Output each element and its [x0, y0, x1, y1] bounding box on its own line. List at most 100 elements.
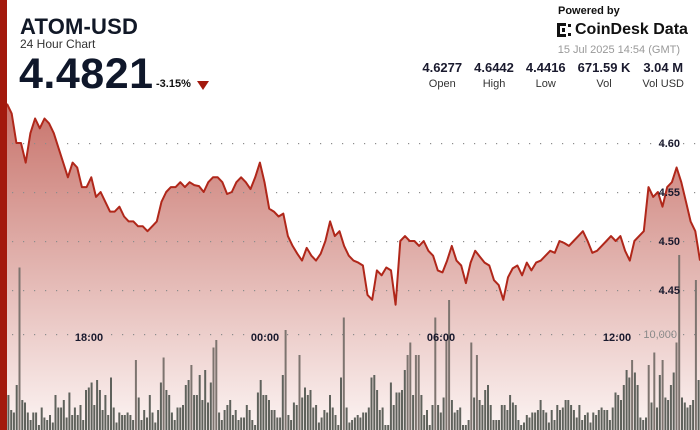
stat-label: Open	[428, 78, 456, 90]
volume-bar	[498, 420, 500, 430]
volume-bar	[542, 410, 545, 430]
volume-bar	[98, 390, 101, 430]
y-tick-label: 4.50	[659, 236, 680, 248]
volume-bar	[337, 425, 340, 430]
volume-bar	[259, 380, 262, 430]
volume-bar	[525, 415, 528, 430]
volume-bar	[592, 412, 595, 430]
volume-bar	[168, 395, 171, 430]
volume-bar	[21, 400, 24, 430]
stats-bar: 4.6277 Open 4.6442 High 4.4416 Low 671.5…	[416, 60, 690, 90]
volume-bar	[165, 390, 168, 430]
volume-bar	[226, 405, 229, 430]
volume-bar	[559, 410, 561, 430]
volume-bar	[218, 412, 221, 430]
volume-bar	[381, 407, 384, 430]
volume-bar	[647, 365, 650, 430]
stat-label: Vol USD	[642, 78, 684, 90]
volume-bar	[143, 410, 146, 430]
volume-bar	[193, 395, 196, 430]
volume-bar	[520, 425, 523, 430]
volume-bar	[268, 400, 270, 430]
coindesk-logo-icon	[557, 23, 571, 37]
volume-bar	[237, 420, 240, 430]
volume-bar	[545, 412, 548, 430]
volume-bar	[262, 395, 265, 430]
volume-bar	[353, 417, 356, 430]
volume-bar	[182, 405, 184, 430]
volume-bar	[212, 347, 215, 430]
chart-subtitle: 24 Hour Chart	[20, 37, 96, 51]
volume-bar	[401, 390, 403, 430]
x-tick-label: 00:00	[251, 332, 279, 344]
volume-bar	[398, 392, 401, 430]
volume-bar	[481, 405, 484, 430]
volume-bar	[439, 412, 442, 430]
volume-bar	[517, 420, 520, 430]
volume-bar	[159, 382, 162, 430]
volume-bar	[547, 422, 550, 430]
volume-bar	[60, 407, 63, 430]
volume-bar	[475, 355, 478, 430]
volume-bar	[32, 412, 35, 430]
volume-bar	[248, 410, 251, 430]
volume-bar	[556, 405, 559, 430]
volume-bar	[51, 422, 54, 430]
volume-bar	[179, 407, 182, 430]
volume-bar	[689, 405, 692, 430]
volume-bar	[656, 407, 658, 430]
volume-bar	[57, 407, 60, 430]
volume-bar	[323, 410, 326, 430]
stat-value: 3.04 M	[643, 60, 684, 75]
volume-bar	[245, 405, 248, 430]
brand-logo: CoinDesk Data	[557, 21, 688, 39]
volume-bar	[631, 360, 634, 430]
volume-bar	[370, 377, 373, 430]
accent-bar	[0, 0, 7, 430]
volume-bar	[384, 425, 387, 430]
volume-bar	[184, 385, 187, 430]
stat-label: Low	[535, 78, 556, 90]
volume-bar	[331, 407, 334, 430]
volume-bar	[628, 377, 631, 430]
volume-bar	[76, 415, 79, 430]
volume-bar	[46, 420, 49, 430]
volume-bar	[650, 402, 653, 430]
volume-bar	[273, 410, 276, 430]
volume-bar	[395, 392, 398, 430]
volume-bar	[492, 420, 495, 430]
volume-bar	[40, 407, 43, 430]
volume-bar	[65, 417, 68, 430]
page-title: ATOM-USD	[20, 14, 139, 39]
volume-bar	[351, 420, 354, 430]
volume-bar	[209, 382, 212, 430]
volume-bar	[417, 355, 420, 430]
volume-bar	[578, 405, 581, 430]
volume-bar	[198, 375, 201, 430]
volume-bar	[378, 410, 381, 430]
volume-bar	[49, 415, 51, 430]
volume-bar	[220, 420, 223, 430]
volume-bar	[315, 405, 318, 430]
volume-bar	[561, 407, 564, 430]
volume-bar	[345, 407, 348, 430]
volume-bar	[661, 360, 664, 430]
volume-bar	[645, 417, 647, 430]
volume-bar	[71, 415, 74, 430]
volume-bar	[564, 400, 567, 430]
volume-bar	[270, 410, 273, 430]
volume-bar	[600, 407, 603, 430]
volume-bar	[445, 340, 448, 430]
brand-name: CoinDesk Data	[575, 21, 688, 38]
volume-bar	[340, 377, 342, 430]
y-tick-label: 4.45	[659, 285, 680, 297]
volume-bar	[431, 405, 434, 430]
volume-bar	[121, 415, 124, 430]
volume-bar	[608, 420, 611, 430]
volume-bar	[151, 412, 154, 430]
volume-bar	[528, 417, 531, 430]
volume-bar	[26, 412, 29, 430]
volume-bar	[107, 415, 110, 430]
volume-bar	[595, 415, 598, 430]
volume-bar	[215, 340, 218, 430]
